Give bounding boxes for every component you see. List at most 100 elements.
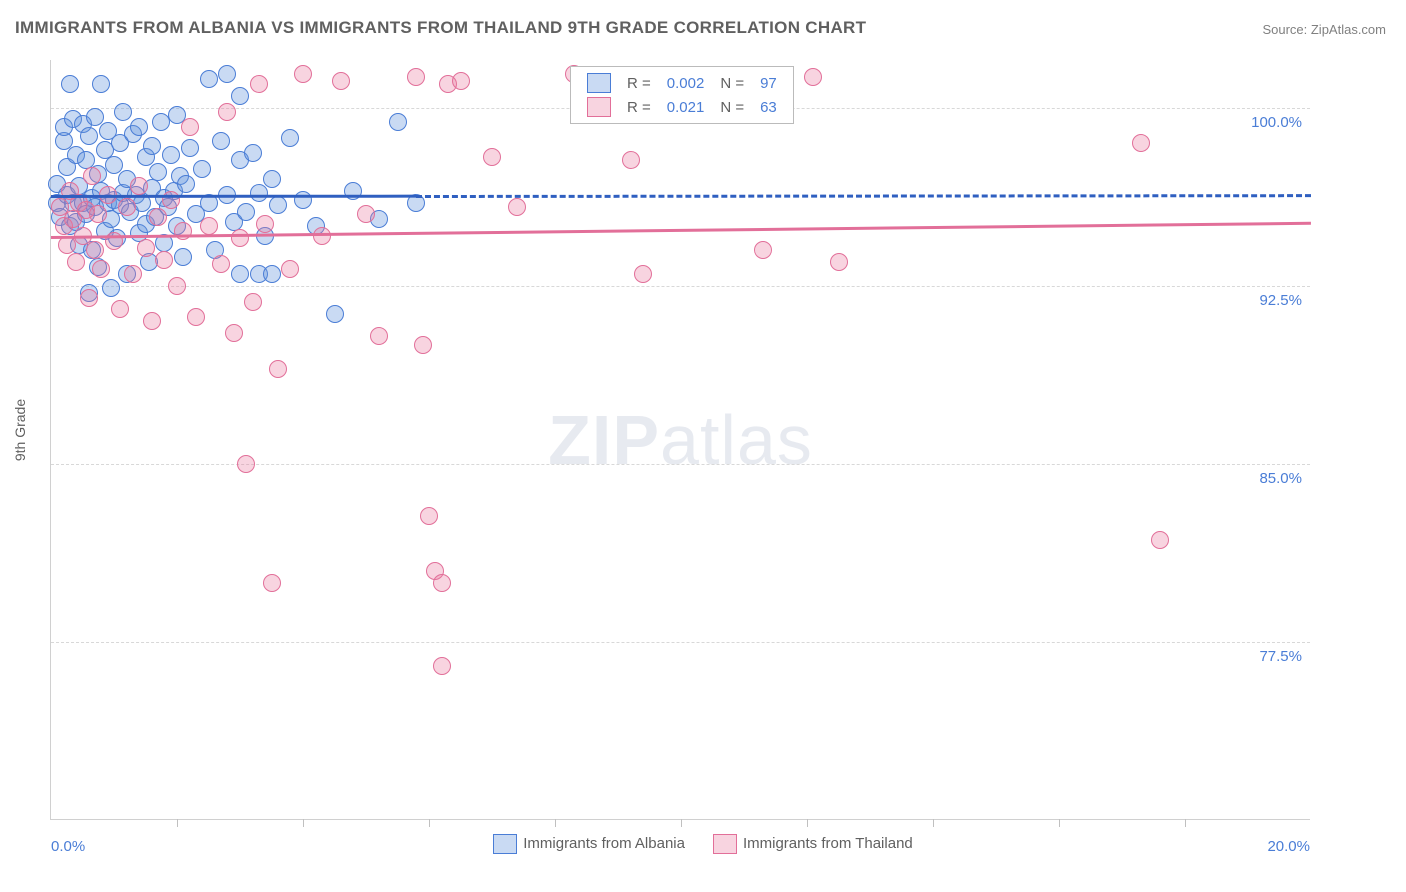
scatter-point <box>200 70 218 88</box>
legend-n-value: 97 <box>752 71 785 95</box>
legend-swatch <box>493 834 517 854</box>
scatter-point <box>102 279 120 297</box>
scatter-point <box>80 289 98 307</box>
scatter-point <box>83 167 101 185</box>
xtick <box>807 819 808 827</box>
xtick <box>303 819 304 827</box>
legend-label: Immigrants from Thailand <box>743 835 913 852</box>
legend-item: Immigrants from Thailand <box>713 834 913 854</box>
scatter-point <box>263 574 281 592</box>
scatter-point <box>168 277 186 295</box>
scatter-point <box>1132 134 1150 152</box>
scatter-point <box>218 103 236 121</box>
scatter-point <box>332 72 350 90</box>
plot-area: ZIPatlas 100.0%92.5%85.0%77.5%0.0%20.0% <box>50 60 1310 820</box>
scatter-point <box>177 175 195 193</box>
source-label: Source: ZipAtlas.com <box>1262 22 1386 37</box>
legend-item: Immigrants from Albania <box>493 834 685 854</box>
scatter-point <box>357 205 375 223</box>
scatter-point <box>281 129 299 147</box>
scatter-point <box>804 68 822 86</box>
legend-correlation: R =0.002N =97R =0.021N =63 <box>570 66 794 124</box>
scatter-point <box>370 327 388 345</box>
xtick <box>681 819 682 827</box>
ytick-label: 100.0% <box>1251 114 1302 131</box>
source-prefix: Source: <box>1262 22 1310 37</box>
scatter-point <box>143 312 161 330</box>
scatter-point <box>67 253 85 271</box>
scatter-point <box>452 72 470 90</box>
xtick <box>555 819 556 827</box>
scatter-point <box>269 196 287 214</box>
scatter-point <box>294 65 312 83</box>
scatter-point <box>149 163 167 181</box>
legend-r-value: 0.002 <box>659 71 713 95</box>
chart-container: IMMIGRANTS FROM ALBANIA VS IMMIGRANTS FR… <box>0 0 1406 892</box>
y-axis-label: 9th Grade <box>12 399 28 461</box>
scatter-point <box>130 118 148 136</box>
legend-n-label: N = <box>712 71 752 95</box>
watermark-zip: ZIP <box>548 401 660 479</box>
scatter-point <box>433 574 451 592</box>
scatter-point <box>118 198 136 216</box>
scatter-point <box>483 148 501 166</box>
scatter-point <box>174 248 192 266</box>
scatter-point <box>231 229 249 247</box>
legend-swatch <box>587 97 611 117</box>
scatter-point <box>92 260 110 278</box>
scatter-point <box>162 146 180 164</box>
scatter-point <box>250 75 268 93</box>
watermark-atlas: atlas <box>660 401 813 479</box>
scatter-point <box>130 177 148 195</box>
scatter-point <box>414 336 432 354</box>
scatter-point <box>263 265 281 283</box>
scatter-point <box>263 170 281 188</box>
xtick <box>1185 819 1186 827</box>
scatter-point <box>181 118 199 136</box>
scatter-point <box>92 75 110 93</box>
gridline <box>51 642 1310 643</box>
scatter-point <box>433 657 451 675</box>
xtick <box>933 819 934 827</box>
scatter-point <box>111 300 129 318</box>
legend-series: Immigrants from Albania Immigrants from T… <box>0 834 1406 854</box>
ytick-label: 85.0% <box>1259 470 1302 487</box>
gridline <box>51 286 1310 287</box>
legend-r-label: R = <box>619 95 659 119</box>
scatter-point <box>124 265 142 283</box>
scatter-point <box>86 241 104 259</box>
legend-swatch <box>587 73 611 93</box>
scatter-point <box>89 205 107 223</box>
scatter-point <box>237 203 255 221</box>
scatter-point <box>58 236 76 254</box>
scatter-point <box>237 455 255 473</box>
ytick-label: 92.5% <box>1259 292 1302 309</box>
scatter-point <box>105 232 123 250</box>
scatter-point <box>281 260 299 278</box>
ytick-label: 77.5% <box>1259 648 1302 665</box>
scatter-point <box>1151 531 1169 549</box>
source-link[interactable]: ZipAtlas.com <box>1311 22 1386 37</box>
scatter-point <box>407 68 425 86</box>
watermark: ZIPatlas <box>548 400 813 480</box>
scatter-point <box>212 255 230 273</box>
scatter-point <box>225 324 243 342</box>
legend-n-label: N = <box>712 95 752 119</box>
scatter-point <box>193 160 211 178</box>
scatter-point <box>231 265 249 283</box>
scatter-point <box>389 113 407 131</box>
xtick <box>1059 819 1060 827</box>
scatter-point <box>326 305 344 323</box>
scatter-point <box>187 308 205 326</box>
scatter-point <box>80 127 98 145</box>
scatter-point <box>250 184 268 202</box>
scatter-point <box>162 191 180 209</box>
scatter-point <box>114 103 132 121</box>
scatter-point <box>61 75 79 93</box>
scatter-point <box>149 208 167 226</box>
xtick <box>177 819 178 827</box>
scatter-point <box>508 198 526 216</box>
legend-label: Immigrants from Albania <box>523 835 685 852</box>
scatter-point <box>137 239 155 257</box>
scatter-point <box>622 151 640 169</box>
